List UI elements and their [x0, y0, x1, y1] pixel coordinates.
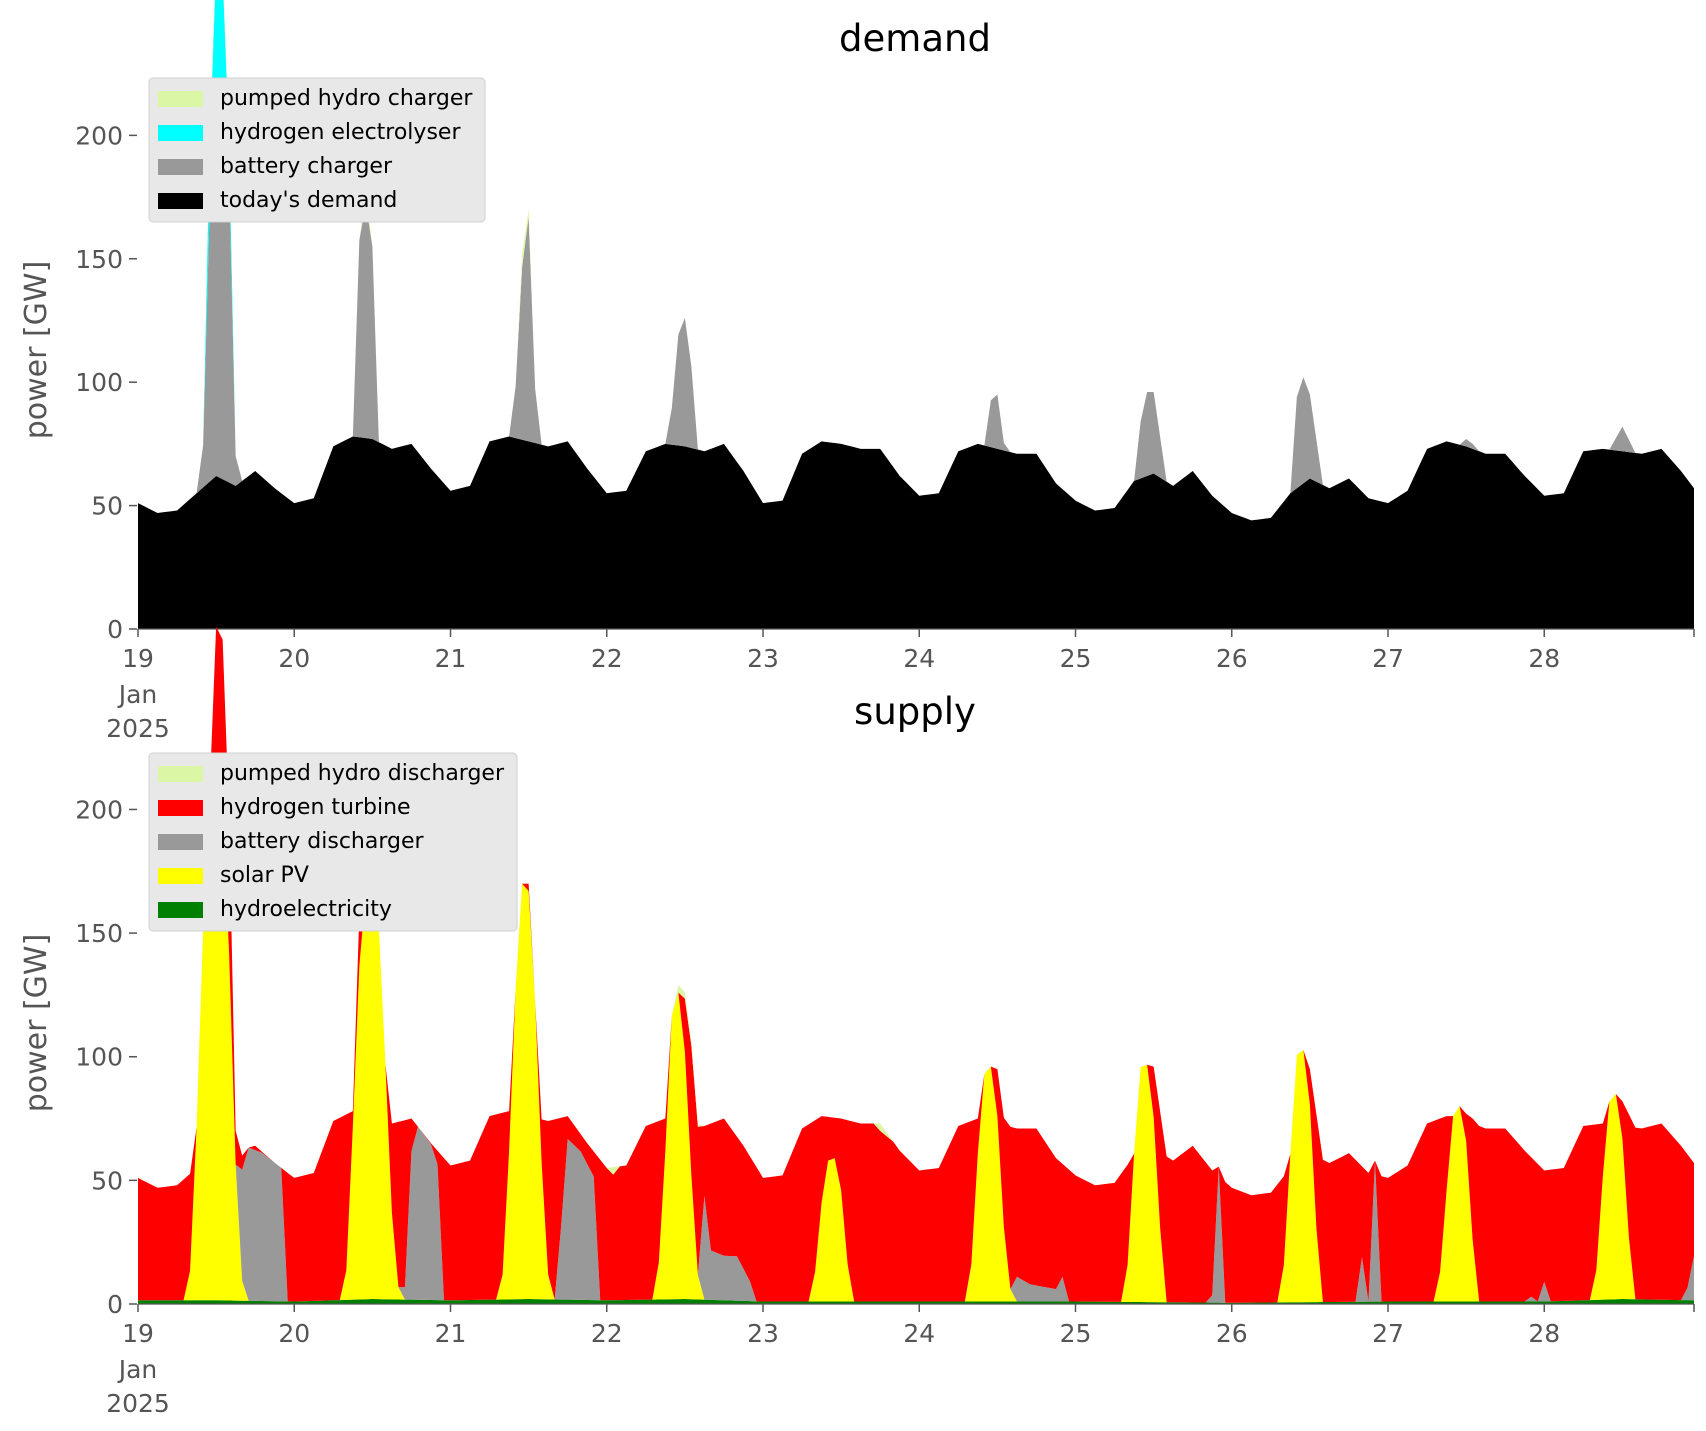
legend-swatch-pumped-hydro-charger — [158, 91, 203, 107]
supply-panel: supply power [GW] 05010015020019Jan20252… — [19, 626, 1695, 1418]
x-tick-sublabel: Jan — [117, 1355, 158, 1384]
x-tick-label: 25 — [1060, 1319, 1092, 1348]
legend-swatch-hydroelectricity — [158, 902, 203, 918]
x-tick-label: 24 — [903, 1319, 935, 1348]
x-tick-label: 23 — [747, 1319, 779, 1348]
x-tick-label: 21 — [435, 1319, 467, 1348]
x-tick-label: 20 — [278, 1319, 310, 1348]
supply-plot-area — [138, 626, 1694, 1304]
supply-y-axis-label: power [GW] — [19, 934, 54, 1113]
supply-axes: 0 50 100 150 200 19 Jan 2025 20 21 22 23 24 25 26 27 28 — [75, 795, 1695, 1418]
x-tick-label: 19 — [122, 644, 154, 673]
legend-label-battery-discharger: battery discharger — [220, 829, 425, 854]
demand-axes: 0 50 100 150 200 19 Jan 2025 20 21 22 23 24 25 26 27 28 — [75, 121, 1695, 743]
demand-plot-area — [138, 0, 1694, 629]
x-tick-label: 22 — [591, 1319, 623, 1348]
demand-panel-title: demand — [839, 17, 991, 60]
legend-swatch-hydrogen-electrolyser — [158, 125, 203, 141]
area-hydrogen-turbine — [138, 626, 1694, 1303]
legend-swatch-battery-discharger — [158, 834, 203, 850]
legend-swatch-today-s-demand — [158, 193, 203, 209]
legend-box — [148, 752, 518, 932]
x-tick-label: 24 — [903, 644, 935, 673]
y-tick-label: 200 — [75, 795, 123, 824]
legend-label-hydrogen-turbine: hydrogen turbine — [220, 795, 411, 820]
legend-swatch-pumped-hydro-discharger — [158, 766, 203, 782]
legend-label-today-s-demand: today's demand — [220, 188, 397, 213]
x-tick-label: 27 — [1372, 1319, 1404, 1348]
y-tick-label: 0 — [107, 1290, 123, 1319]
legend-label-battery-charger: battery charger — [220, 154, 393, 179]
x-tick-sublabel: Jan — [117, 680, 158, 709]
legend-swatch-solar-pv — [158, 868, 203, 884]
y-tick-label: 50 — [91, 1166, 123, 1195]
demand-legend: pumped hydro charger hydrogen electrolyse… — [148, 77, 486, 223]
legend-label-solar-pv: solar PV — [220, 863, 309, 888]
x-tick-label: 26 — [1216, 1319, 1248, 1348]
area-solar-pv — [138, 771, 1694, 1303]
x-tick-sublabel: 2025 — [106, 714, 170, 743]
supply-panel-title: supply — [854, 690, 976, 733]
y-tick-label: 100 — [75, 368, 123, 397]
y-tick-label: 150 — [75, 245, 123, 274]
x-tick-label: 28 — [1528, 644, 1560, 673]
x-tick-label: 28 — [1528, 1319, 1560, 1348]
x-tick-label: 26 — [1216, 644, 1248, 673]
x-tick-label: 20 — [278, 644, 310, 673]
legend-box — [148, 77, 486, 223]
x-tick-sublabel: 2025 — [106, 1389, 170, 1418]
x-tick-label: 22 — [591, 644, 623, 673]
x-tick-label: 23 — [747, 644, 779, 673]
legend-swatch-battery-charger — [158, 159, 203, 175]
demand-y-axis-label: power [GW] — [19, 261, 54, 440]
y-tick-label: 100 — [75, 1043, 123, 1072]
y-tick-label: 50 — [91, 492, 123, 521]
supply-legend: pumped hydro discharger hydrogen turbine b… — [148, 752, 518, 932]
x-tick-label: 19 — [122, 1319, 154, 1348]
legend-label-pumped-hydro-discharger: pumped hydro discharger — [220, 761, 505, 786]
legend-label-hydroelectricity: hydroelectricity — [220, 897, 392, 922]
x-tick-label: 27 — [1372, 644, 1404, 673]
area-battery-charger — [138, 105, 1694, 521]
x-tick-label: 21 — [435, 644, 467, 673]
legend-swatch-hydrogen-turbine — [158, 800, 203, 816]
y-tick-label: 200 — [75, 121, 123, 150]
x-tick-label: 25 — [1060, 644, 1092, 673]
legend-label-pumped-hydro-charger: pumped hydro charger — [220, 86, 473, 111]
y-tick-label: 0 — [107, 615, 123, 644]
area-hydroelectricity — [138, 1299, 1694, 1304]
area-today-s-demand — [138, 436, 1694, 629]
demand-panel: demand power [GW] 05010015020019Jan20252… — [19, 0, 1695, 743]
legend-label-hydrogen-electrolyser: hydrogen electrolyser — [220, 120, 461, 145]
y-tick-label: 150 — [75, 919, 123, 948]
